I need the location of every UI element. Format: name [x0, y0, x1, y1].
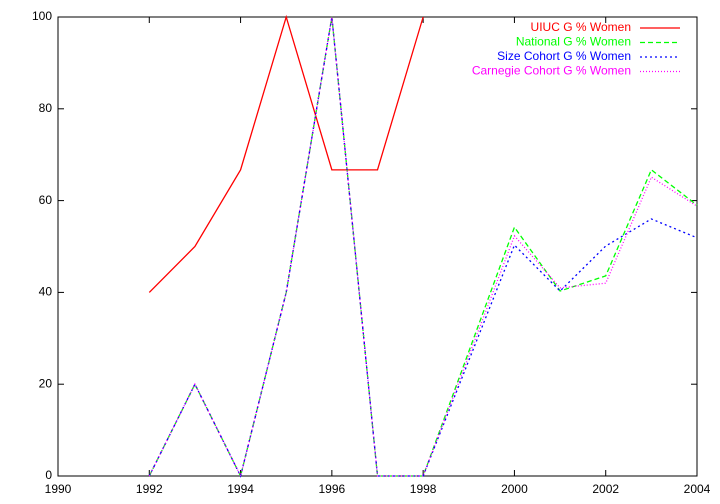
y-tick-label: 20	[39, 376, 53, 390]
y-tick-label: 0	[45, 468, 52, 482]
legend-label: Carnegie Cohort G % Women	[472, 64, 631, 78]
y-tick-label: 60	[39, 193, 53, 207]
legend-label: National G % Women	[516, 35, 631, 49]
series-line	[148, 16, 698, 478]
legend-label: UIUC G % Women	[531, 20, 631, 34]
x-tick-label: 1996	[319, 482, 346, 496]
y-tick-label: 80	[39, 101, 53, 115]
x-tick-label: 2004	[684, 482, 711, 496]
x-tick-label: 1994	[227, 482, 254, 496]
x-tick-label: 1992	[136, 482, 163, 496]
plot-border	[57, 16, 698, 477]
x-tick-label: 1990	[45, 482, 72, 496]
x-tick-label: 1998	[410, 482, 437, 496]
series-line	[148, 16, 698, 478]
x-tick-label: 2002	[592, 482, 619, 496]
legend-label: Size Cohort G % Women	[497, 49, 631, 63]
y-tick-label: 100	[32, 9, 52, 23]
x-tick-label: 2000	[501, 482, 528, 496]
series-line	[148, 16, 698, 478]
y-tick-label: 40	[39, 285, 53, 299]
series-line	[148, 14, 424, 293]
